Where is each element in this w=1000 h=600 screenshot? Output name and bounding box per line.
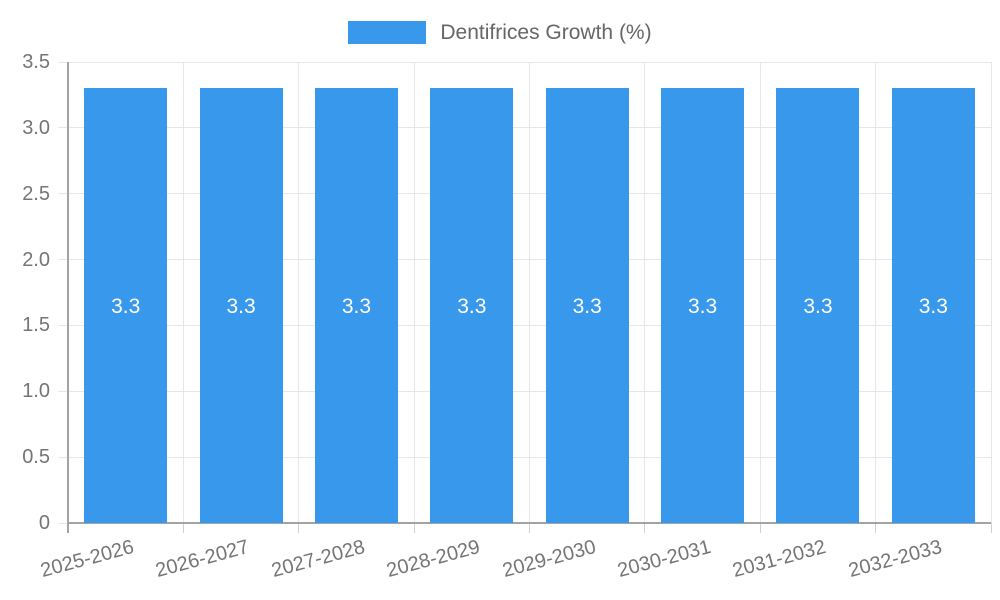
x-tick-mark [182,523,184,533]
x-tick-mark [529,523,530,533]
bar[interactable] [314,88,398,523]
gridline-h [58,61,991,63]
bar-value-label: 3.3 [457,294,487,318]
bar-value-label: 3.3 [111,294,141,318]
gridline-v [644,62,646,523]
bar[interactable] [661,88,745,523]
legend[interactable]: Dentifrices Growth (%) [0,19,1000,45]
x-tick-label: 2027-2028 [269,536,368,583]
y-tick-label: 1.0 [22,380,50,403]
y-tick-label: 0.5 [22,446,50,469]
bar[interactable] [776,88,860,523]
gridline-v [759,62,761,523]
gridline-v [413,62,415,523]
bar-value-label: 3.3 [803,294,833,318]
bar-value-label: 3.3 [572,294,602,318]
y-axis-line [67,62,69,533]
bar[interactable] [891,88,975,523]
gridline-v [875,62,877,523]
bar-value-label: 3.3 [687,294,718,318]
y-tick-label: 3.5 [22,51,50,73]
x-tick-mark [298,523,300,533]
x-tick-mark [990,523,992,533]
x-tick-label: 2032-2033 [845,536,945,583]
gridline-h [58,259,991,261]
gridline-h [58,390,991,392]
y-tick-label: 2.0 [22,248,50,271]
y-tick-label: 3.0 [22,116,50,139]
x-tick-label: 2026-2027 [153,536,252,583]
x-tick-label: 2029-2030 [499,536,598,583]
x-tick-mark [644,523,646,533]
x-tick-mark [413,523,415,533]
bar-value-label: 3.3 [341,294,372,318]
x-tick-label: 2031-2032 [730,536,829,583]
gridline-v [298,62,300,523]
gridline-h [58,324,991,326]
y-tick-label: 0 [38,512,50,534]
x-tick-mark [759,523,761,533]
gridline-v [529,62,530,523]
legend-swatch [348,20,427,44]
gridline-v [990,62,992,523]
bar[interactable] [84,88,168,523]
y-tick-label: 1.5 [22,314,50,337]
gridline-h [58,193,991,195]
gridline-v [182,62,184,523]
gridline-h [58,456,991,458]
bar-value-label: 3.3 [226,294,256,318]
gridline-h [58,127,991,129]
bar-value-label: 3.3 [918,294,948,318]
x-tick-label: 2028-2029 [384,536,483,583]
bar[interactable] [199,88,283,523]
x-axis-line [68,522,991,524]
x-tick-label: 2025-2026 [38,536,137,583]
x-tick-mark [875,523,877,533]
y-tick-label: 2.5 [22,182,50,205]
bar[interactable] [545,88,629,523]
bar[interactable] [430,88,514,523]
legend-label: Dentifrices Growth (%) [440,20,652,44]
x-tick-label: 2030-2031 [615,536,714,583]
